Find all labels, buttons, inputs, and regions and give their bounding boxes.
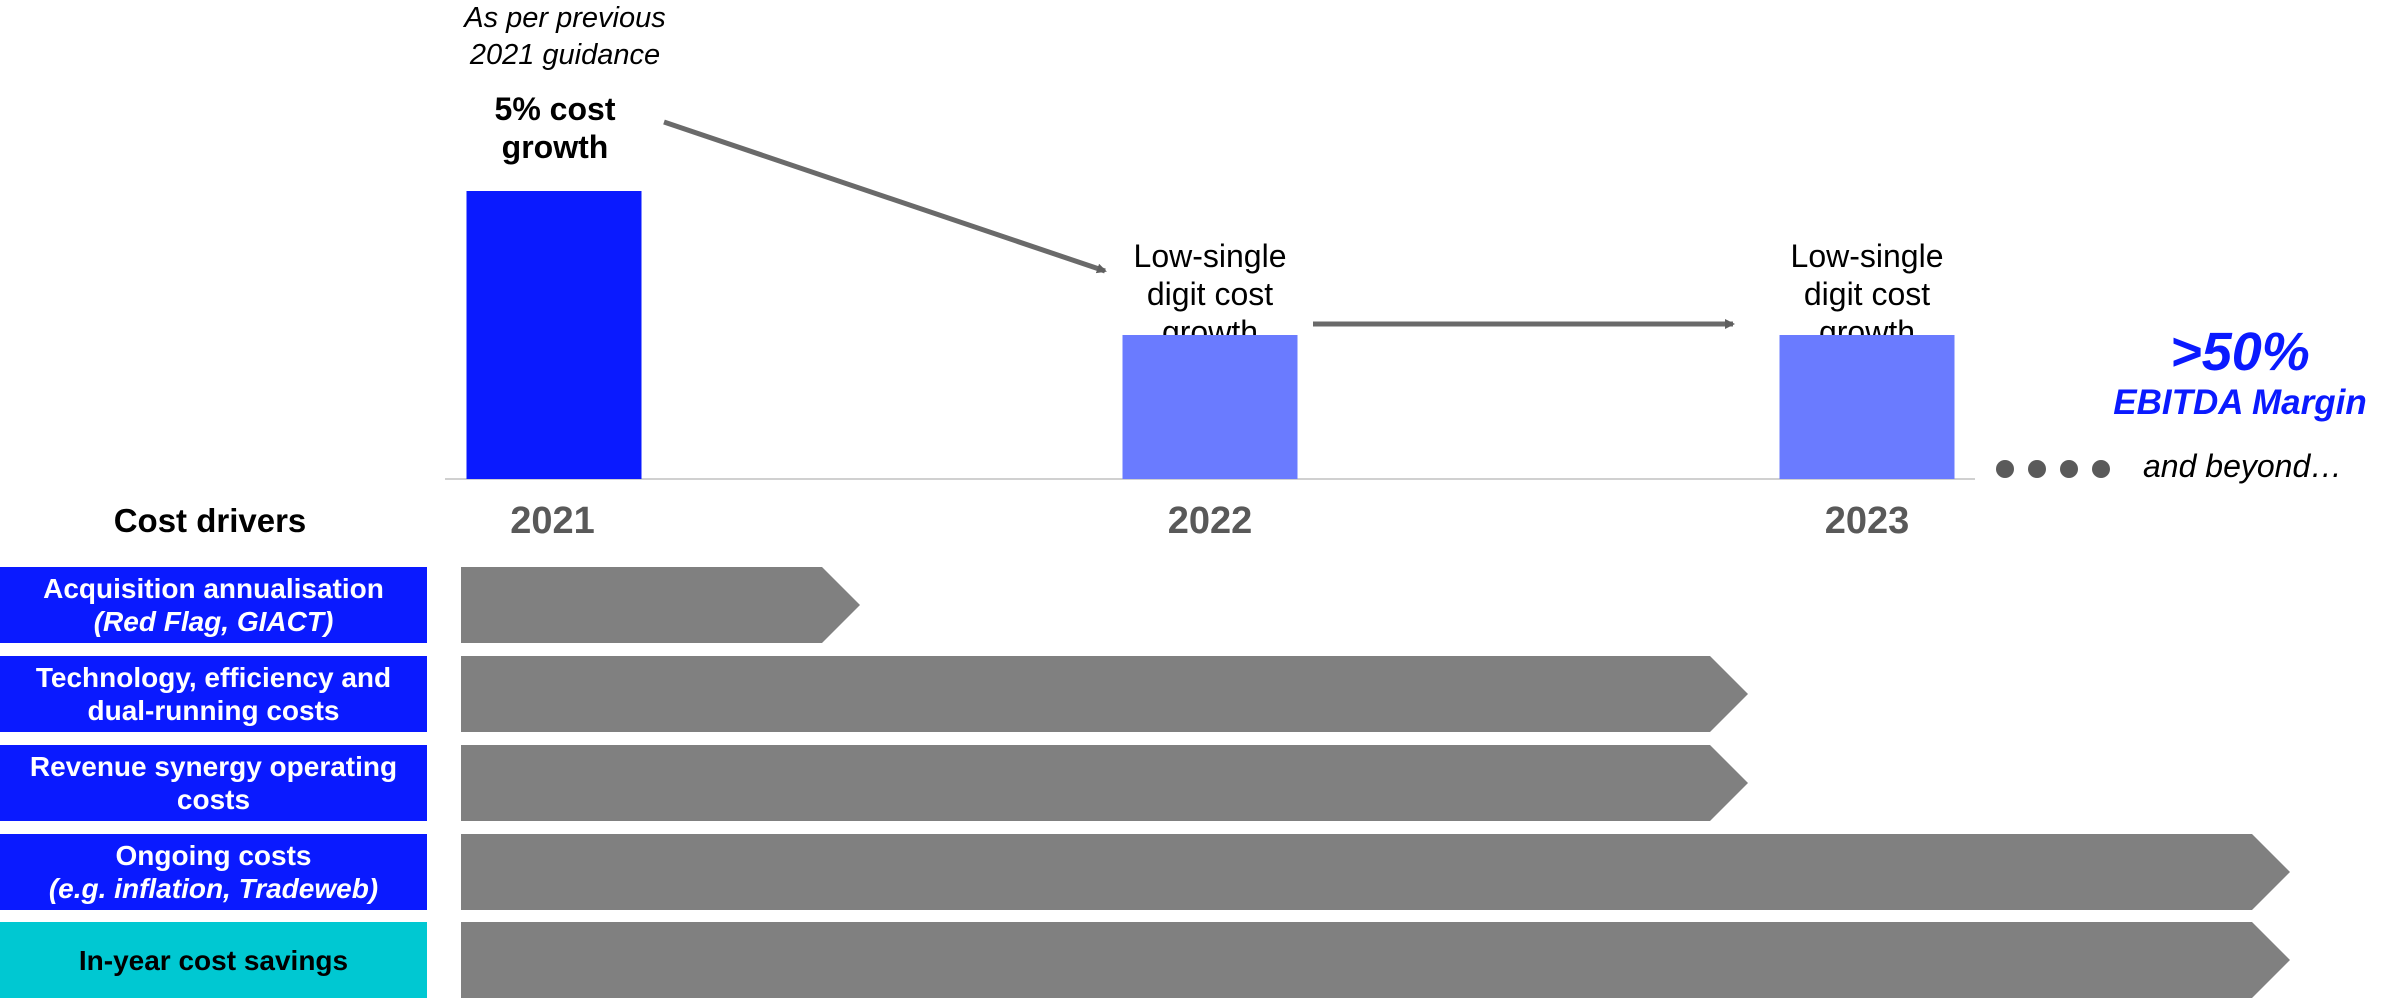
bar-2023 [1779, 335, 1955, 479]
driver-box-technology: Technology, efficiency and dual-running … [0, 656, 427, 732]
driver-line2: dual-running costs [87, 695, 340, 726]
driver-timeline-chevron [461, 656, 1748, 732]
margin-value: >50% [2170, 322, 2310, 382]
year-label-2022: 2022 [1167, 500, 1253, 542]
driver-timeline-chevron [461, 567, 860, 643]
bar-label-line: digit cost [1803, 276, 1931, 312]
driver-line1: In-year cost savings [78, 944, 349, 976]
driver-timeline-chevron [461, 922, 2290, 998]
driver-box-acquisition: Acquisition annualisation (Red Flag, GIA… [0, 567, 427, 643]
driver-timeline-chevron [461, 745, 1748, 821]
driver-line2: (Red Flag, GIACT) [93, 606, 334, 637]
guidance-note-line1: As per previous [464, 2, 666, 34]
driver-timelines [461, 567, 2290, 998]
driver-timeline-chevron [461, 834, 2290, 910]
bar-2021 [466, 191, 642, 479]
cost-drivers-header: Cost drivers [113, 502, 307, 539]
driver-line1: Acquisition annualisation [43, 573, 384, 604]
dot [2060, 460, 2078, 478]
driver-line1: Technology, efficiency and [35, 662, 392, 693]
bar-label-line: Low-single [1790, 238, 1944, 274]
driver-line2: costs [176, 784, 251, 815]
year-label-2023: 2023 [1824, 500, 1910, 542]
dot [2092, 460, 2110, 478]
driver-line2: (e.g. inflation, Tradeweb) [48, 873, 379, 904]
margin-label: EBITDA Margin [2113, 383, 2367, 422]
dot [2028, 460, 2046, 478]
bar-label-line: Low-single [1133, 238, 1287, 274]
bar-label-line: growth [501, 129, 609, 165]
continuation-dots [1996, 460, 2110, 478]
and-beyond-label: and beyond… [2143, 448, 2343, 484]
bars [466, 191, 1955, 479]
trend-arrow-2021-2022 [663, 119, 1107, 274]
bar-label-2022: Low-single digit cost growth [1100, 237, 1320, 351]
driver-box-savings: In-year cost savings [0, 922, 427, 998]
guidance-note: As per previous 2021 guidance [440, 0, 690, 74]
bar-label-line: digit cost [1146, 276, 1274, 312]
bar-label-line: 5% cost [494, 91, 616, 127]
driver-line1: Revenue synergy operating [29, 751, 398, 782]
guidance-note-line2: 2021 guidance [469, 39, 661, 71]
driver-line1: Ongoing costs [115, 840, 312, 871]
dot [1996, 460, 2014, 478]
driver-box-revenue-synergy: Revenue synergy operating costs [0, 745, 427, 821]
bar-label-2021: 5% cost growth [440, 90, 670, 166]
ebitda-margin: >50% EBITDA Margin [2080, 322, 2382, 424]
bar-2022 [1122, 335, 1298, 479]
year-label-2021: 2021 [510, 500, 595, 542]
driver-box-ongoing: Ongoing costs (e.g. inflation, Tradeweb) [0, 834, 427, 910]
